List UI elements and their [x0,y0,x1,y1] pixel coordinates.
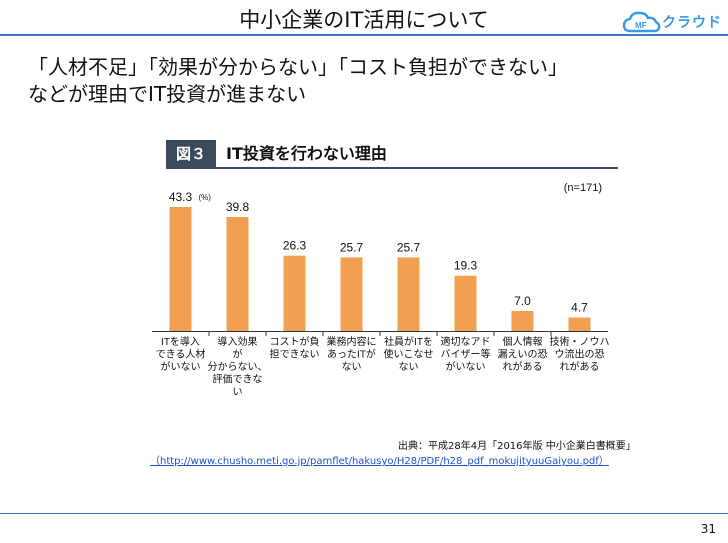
unit-label: (%) [199,193,212,202]
bar [568,317,591,331]
data-label: 39.8 [226,200,250,214]
brand-name: クラウド [662,15,722,31]
data-label: 19.3 [454,259,478,273]
headline-line-2: などが理由でIT投資が進まない [28,82,307,106]
category-label: 導入効果が分からない、評価できない [208,335,268,398]
mf-cloud-logo: MF クラウド [622,9,726,35]
bar [454,275,477,331]
bar [283,255,306,331]
figure-label: 図３ [166,140,216,168]
category-label: 個人情報漏えいの恐れがある [498,335,548,373]
category-label: 技術・ノウハウ流出の恐れがある [550,335,610,373]
cloud-icon: MF [622,11,661,33]
headline-line-1: 「人材不足」「効果が分からない」「コスト負担ができない」 [28,55,568,79]
title-underline [0,34,728,36]
category-label: 適切なアドバイザー等がいない [441,335,491,373]
footer-rule [0,513,728,514]
category-label: コストが負担できない [270,335,320,361]
slide-title: 中小企業のIT活用について [239,8,489,32]
data-label: 26.3 [283,239,307,253]
bar [226,217,249,331]
category-label: 社員がITを使いこなせない [384,335,434,373]
bar [340,257,363,331]
bar [511,310,534,331]
data-label: 4.7 [571,301,588,315]
sample-size-label: (n=171) [564,182,602,194]
svg-text:MF: MF [635,21,647,30]
source-citation: 出典：平成28年4月「2016年版 中小企業白書概要」 [398,441,636,452]
bar [397,257,420,331]
figure-header-rule [166,167,618,169]
headline: 「人材不足」「効果が分からない」「コスト負担ができない」 などが理由でIT投資が… [28,54,568,108]
page-number: 31 [700,522,716,536]
data-label: 7.0 [514,294,531,308]
category-label: ITを導入できる人材がいない [156,335,206,373]
bar [169,207,192,331]
source-url-link[interactable]: （http://www.chusho.meti.go.jp/pamflet/ha… [150,456,609,467]
data-label: 25.7 [397,240,421,254]
data-label: 25.7 [340,240,364,254]
data-label: 43.3 [169,190,193,204]
category-label: 業務内容にあったITがない [327,335,377,373]
figure-title: IT投資を行わない理由 [226,144,387,163]
